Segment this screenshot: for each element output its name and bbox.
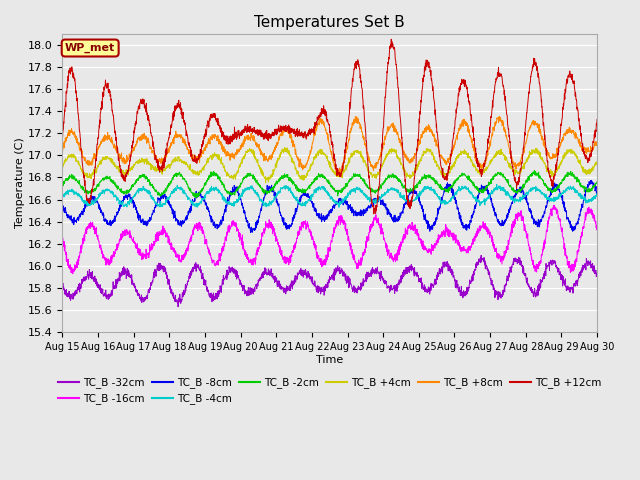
- TC_B -8cm: [588, 178, 595, 183]
- TC_B +8cm: [495, 114, 503, 120]
- TC_B -4cm: [593, 192, 601, 197]
- TC_B -16cm: [346, 238, 353, 244]
- TC_B -8cm: [546, 193, 554, 199]
- TC_B -2cm: [561, 173, 569, 179]
- TC_B +8cm: [357, 124, 365, 130]
- TC_B +8cm: [58, 148, 66, 154]
- TC_B -16cm: [561, 252, 569, 258]
- TC_B -8cm: [561, 208, 569, 214]
- TC_B -8cm: [247, 229, 255, 235]
- Line: TC_B +12cm: TC_B +12cm: [62, 39, 597, 214]
- TC_B -4cm: [493, 181, 500, 187]
- TC_B -32cm: [547, 260, 554, 266]
- TC_B -8cm: [357, 207, 365, 213]
- Line: TC_B -32cm: TC_B -32cm: [62, 255, 597, 307]
- TC_B +8cm: [207, 136, 215, 142]
- TC_B +12cm: [370, 211, 378, 216]
- TC_B -2cm: [357, 176, 365, 181]
- TC_B -32cm: [357, 280, 365, 286]
- Line: TC_B -16cm: TC_B -16cm: [62, 205, 597, 274]
- TC_B -32cm: [477, 252, 485, 258]
- TC_B +8cm: [346, 137, 353, 143]
- X-axis label: Time: Time: [316, 355, 343, 365]
- TC_B -32cm: [593, 270, 601, 276]
- TC_B +12cm: [58, 132, 66, 138]
- Line: TC_B -4cm: TC_B -4cm: [62, 184, 597, 207]
- TC_B -16cm: [357, 255, 365, 261]
- TC_B +4cm: [58, 166, 66, 171]
- TC_B +12cm: [486, 134, 493, 140]
- Y-axis label: Temperature (C): Temperature (C): [15, 138, 25, 228]
- TC_B -2cm: [485, 180, 493, 186]
- TC_B -2cm: [593, 179, 601, 185]
- TC_B -4cm: [485, 195, 493, 201]
- TC_B -8cm: [485, 191, 493, 196]
- TC_B +8cm: [547, 155, 554, 161]
- TC_B -4cm: [335, 204, 343, 210]
- TC_B +12cm: [387, 36, 395, 42]
- TC_B +4cm: [593, 159, 601, 165]
- TC_B +12cm: [345, 113, 353, 119]
- TC_B -2cm: [58, 182, 66, 188]
- TC_B -2cm: [547, 187, 554, 192]
- TC_B +12cm: [207, 111, 215, 117]
- TC_B -8cm: [593, 189, 601, 195]
- TC_B +8cm: [561, 132, 569, 138]
- TC_B -4cm: [547, 196, 554, 202]
- Line: TC_B -2cm: TC_B -2cm: [62, 170, 597, 198]
- TC_B -16cm: [208, 257, 216, 263]
- TC_B +4cm: [262, 180, 269, 186]
- TC_B +12cm: [593, 117, 601, 122]
- TC_B -4cm: [561, 190, 569, 195]
- TC_B -32cm: [58, 283, 66, 289]
- TC_B -32cm: [346, 283, 353, 289]
- TC_B -4cm: [58, 196, 66, 202]
- TC_B +8cm: [485, 145, 493, 151]
- TC_B -16cm: [593, 225, 601, 230]
- TC_B -8cm: [346, 205, 353, 211]
- Line: TC_B +8cm: TC_B +8cm: [62, 117, 597, 176]
- Line: TC_B -8cm: TC_B -8cm: [62, 180, 597, 232]
- TC_B -8cm: [58, 202, 66, 208]
- TC_B -4cm: [357, 187, 365, 192]
- TC_B -4cm: [207, 183, 215, 189]
- TC_B +4cm: [561, 153, 569, 158]
- TC_B -16cm: [58, 236, 66, 241]
- TC_B +12cm: [561, 86, 569, 92]
- TC_B +8cm: [335, 173, 342, 179]
- TC_B -32cm: [208, 298, 216, 303]
- TC_B -8cm: [207, 214, 215, 219]
- TC_B +12cm: [356, 72, 364, 78]
- Line: TC_B +4cm: TC_B +4cm: [62, 148, 597, 183]
- TC_B -16cm: [69, 271, 77, 276]
- TC_B +4cm: [346, 157, 353, 163]
- TC_B -16cm: [550, 203, 557, 208]
- TC_B -16cm: [485, 228, 493, 234]
- TC_B +8cm: [593, 140, 601, 146]
- TC_B -32cm: [486, 272, 493, 277]
- TC_B -2cm: [346, 178, 353, 184]
- TC_B -16cm: [546, 212, 554, 218]
- TC_B +4cm: [486, 161, 493, 167]
- Text: WP_met: WP_met: [65, 43, 115, 53]
- TC_B +4cm: [281, 145, 289, 151]
- Legend: TC_B -32cm, TC_B -16cm, TC_B -8cm, TC_B -4cm, TC_B -2cm, TC_B +4cm, TC_B +8cm, T: TC_B -32cm, TC_B -16cm, TC_B -8cm, TC_B …: [54, 373, 605, 408]
- TC_B +12cm: [547, 174, 554, 180]
- TC_B -2cm: [192, 195, 200, 201]
- TC_B +4cm: [547, 168, 554, 173]
- TC_B -32cm: [174, 304, 182, 310]
- TC_B +4cm: [357, 154, 365, 160]
- TC_B -2cm: [208, 170, 216, 176]
- TC_B -4cm: [346, 191, 353, 196]
- TC_B -2cm: [531, 168, 538, 173]
- TC_B +4cm: [207, 155, 215, 160]
- Title: Temperatures Set B: Temperatures Set B: [254, 15, 405, 30]
- TC_B -32cm: [561, 279, 569, 285]
